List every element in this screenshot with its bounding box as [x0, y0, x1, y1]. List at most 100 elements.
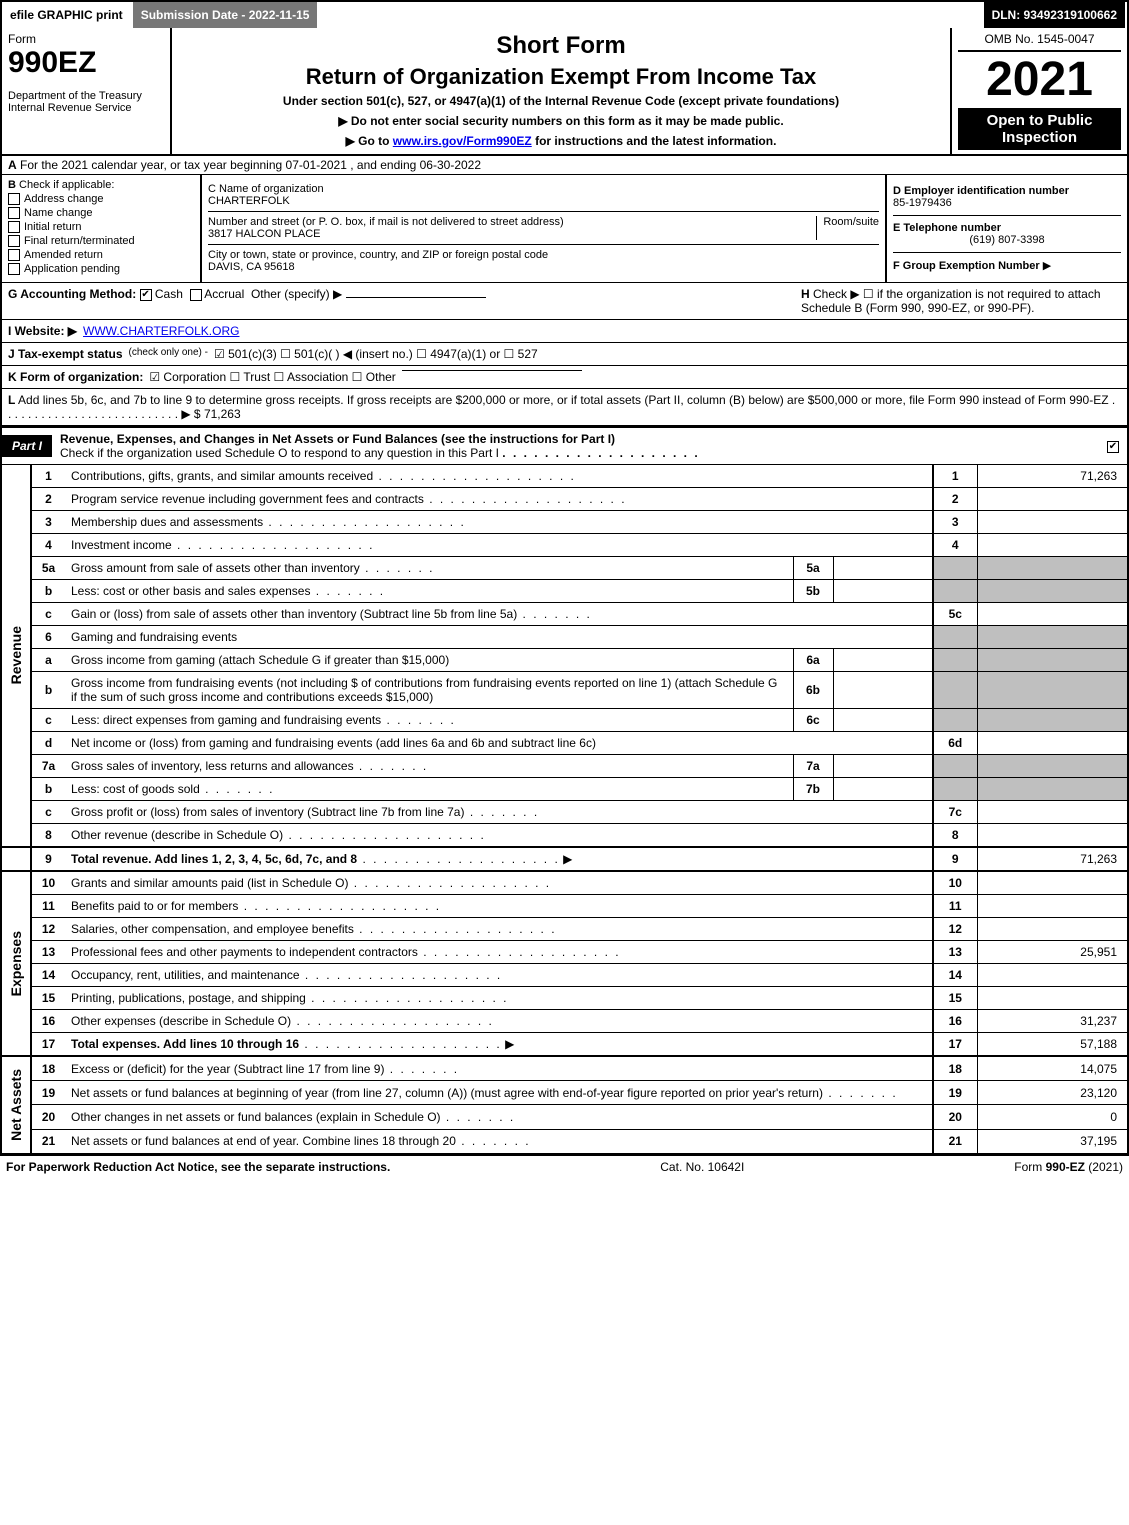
irs-link[interactable]: www.irs.gov/Form990EZ — [393, 134, 532, 148]
line-5a: 5a Gross amount from sale of assets othe… — [2, 557, 1127, 580]
part-i-tag: Part I — [2, 435, 52, 457]
line-6b: b Gross income from fundraising events (… — [2, 672, 1127, 709]
line-7b: b Less: cost of goods sold 7b — [2, 778, 1127, 801]
section-c: C Name of organization CHARTERFOLK Numbe… — [202, 175, 887, 282]
row-l: L Add lines 5b, 6c, and 7b to line 9 to … — [2, 389, 1127, 426]
line-7c: c Gross profit or (loss) from sales of i… — [2, 801, 1127, 824]
c-name-label: C Name of organization — [208, 183, 879, 195]
section-b: B Check if applicable: Address change Na… — [2, 175, 202, 282]
chk-address-change[interactable]: Address change — [8, 193, 194, 205]
goto-pre: ▶ Go to — [346, 134, 393, 148]
form-word: Form — [8, 32, 164, 46]
line-4: 4 Investment income 4 — [2, 534, 1127, 557]
open-inspection: Open to Public Inspection — [958, 108, 1121, 150]
b-title: Check if applicable: — [19, 179, 114, 191]
line-13: 13 Professional fees and other payments … — [2, 941, 1127, 964]
vside-netassets: Net Assets — [2, 1056, 31, 1153]
vside-expenses: Expenses — [2, 871, 31, 1056]
row-h: H Check ▶ ☐ if the organization is not r… — [781, 287, 1121, 315]
l-label: L — [8, 393, 15, 407]
part-i-checkbox[interactable]: ✔ — [1107, 439, 1127, 453]
l-val: 71,263 — [204, 407, 241, 421]
line-14: 14 Occupancy, rent, utilities, and maint… — [2, 964, 1127, 987]
part-i-title: Revenue, Expenses, and Changes in Net As… — [52, 428, 1107, 464]
page-footer: For Paperwork Reduction Act Notice, see … — [0, 1156, 1129, 1178]
h-label: H — [801, 287, 810, 301]
line-16: 16 Other expenses (describe in Schedule … — [2, 1010, 1127, 1033]
c-city-label: City or town, state or province, country… — [208, 249, 879, 261]
c-room-label: Room/suite — [823, 216, 879, 228]
f-label: F Group Exemption Number — [893, 260, 1040, 272]
i-label: I Website: ▶ — [8, 324, 77, 338]
submission-date: Submission Date - 2022-11-15 — [133, 2, 320, 28]
header-center: Short Form Return of Organization Exempt… — [172, 28, 952, 154]
line-6: 6 Gaming and fundraising events — [2, 626, 1127, 649]
form-title: Return of Organization Exempt From Incom… — [180, 64, 942, 90]
line-12: 12 Salaries, other compensation, and emp… — [2, 918, 1127, 941]
footer-right: Form 990-EZ (2021) — [1014, 1160, 1123, 1174]
line-3: 3 Membership dues and assessments 3 — [2, 511, 1127, 534]
chk-final-return[interactable]: Final return/terminated — [8, 235, 194, 247]
row-k: K Form of organization: ☑ Corporation ☐ … — [2, 366, 1127, 389]
opt-other: Other (specify) ▶ — [251, 287, 342, 301]
goto-post: for instructions and the latest informat… — [535, 134, 776, 148]
section-a: A For the 2021 calendar year, or tax yea… — [2, 156, 1127, 175]
a-label: A — [8, 158, 17, 172]
b-label: B — [8, 179, 16, 191]
line-17: 17 Total expenses. Add lines 10 through … — [2, 1033, 1127, 1057]
d-label: D Employer identification number — [893, 185, 1121, 197]
chk-amended-return[interactable]: Amended return — [8, 249, 194, 261]
e-phone: (619) 807-3398 — [893, 234, 1121, 246]
c-org-name: CHARTERFOLK — [208, 195, 879, 207]
line-8: 8 Other revenue (describe in Schedule O)… — [2, 824, 1127, 848]
website-link[interactable]: WWW.CHARTERFOLK.ORG — [83, 324, 239, 338]
chk-application-pending[interactable]: Application pending — [8, 263, 194, 275]
header-left: Form 990EZ Department of the Treasury In… — [2, 28, 172, 154]
row-i: I Website: ▶ WWW.CHARTERFOLK.ORG — [2, 320, 1127, 343]
l-text: Add lines 5b, 6c, and 7b to line 9 to de… — [8, 393, 1115, 421]
line-6c: c Less: direct expenses from gaming and … — [2, 709, 1127, 732]
tax-year: 2021 — [958, 56, 1121, 104]
form-number: 990EZ — [8, 46, 164, 80]
part-i-table: Revenue 1 Contributions, gifts, grants, … — [2, 465, 1127, 1154]
c-city: DAVIS, CA 95618 — [208, 261, 879, 273]
h-text: Check ▶ ☐ if the organization is not req… — [801, 287, 1101, 315]
line-9: 9 Total revenue. Add lines 1, 2, 3, 4, 5… — [2, 847, 1127, 871]
form-990ez: efile GRAPHIC print Submission Date - 20… — [0, 0, 1129, 1156]
footer-catno: Cat. No. 10642I — [660, 1160, 744, 1174]
chk-initial-return[interactable]: Initial return — [8, 221, 194, 233]
line-6a: a Gross income from gaming (attach Sched… — [2, 649, 1127, 672]
line-11: 11 Benefits paid to or for members 11 — [2, 895, 1127, 918]
omb-number: OMB No. 1545-0047 — [958, 32, 1121, 52]
goto-note: ▶ Go to www.irs.gov/Form990EZ for instru… — [180, 134, 942, 148]
line-20: 20 Other changes in net assets or fund b… — [2, 1105, 1127, 1129]
k-opts: ☑ Corporation ☐ Trust ☐ Association ☐ Ot… — [149, 370, 395, 384]
opt-cash: Cash — [155, 287, 183, 301]
a-text: For the 2021 calendar year, or tax year … — [20, 158, 481, 172]
line-18: Net Assets 18 Excess or (deficit) for th… — [2, 1056, 1127, 1081]
chk-cash[interactable]: ✔ — [140, 289, 152, 301]
j-opts: ☑ 501(c)(3) ☐ 501(c)( ) ◀ (insert no.) ☐… — [214, 347, 538, 361]
form-header: Form 990EZ Department of the Treasury In… — [2, 28, 1127, 156]
section-def: D Employer identification number 85-1979… — [887, 175, 1127, 282]
g-label: G Accounting Method: — [8, 287, 136, 301]
efile-label: efile GRAPHIC print — [2, 2, 133, 28]
top-strip: efile GRAPHIC print Submission Date - 20… — [2, 2, 1127, 28]
part-i-bar: Part I Revenue, Expenses, and Changes in… — [2, 426, 1127, 465]
header-right: OMB No. 1545-0047 2021 Open to Public In… — [952, 28, 1127, 154]
line-5b: b Less: cost or other basis and sales ex… — [2, 580, 1127, 603]
f-arrow: ▶ — [1043, 260, 1051, 272]
row-j: J Tax-exempt status (check only one) - ☑… — [2, 343, 1127, 366]
line-15: 15 Printing, publications, postage, and … — [2, 987, 1127, 1010]
part-i-sub: Check if the organization used Schedule … — [60, 446, 499, 460]
line-2: 2 Program service revenue including gove… — [2, 488, 1127, 511]
line-1: Revenue 1 Contributions, gifts, grants, … — [2, 465, 1127, 488]
footer-left: For Paperwork Reduction Act Notice, see … — [6, 1160, 390, 1174]
row-g: G Accounting Method: ✔ Cash Accrual Othe… — [8, 287, 486, 301]
form-subtitle: Under section 501(c), 527, or 4947(a)(1)… — [180, 94, 942, 108]
chk-accrual[interactable] — [190, 289, 202, 301]
short-form-title: Short Form — [180, 32, 942, 60]
vside-revenue: Revenue — [2, 465, 31, 847]
dept-label: Department of the Treasury Internal Reve… — [8, 90, 164, 114]
chk-name-change[interactable]: Name change — [8, 207, 194, 219]
